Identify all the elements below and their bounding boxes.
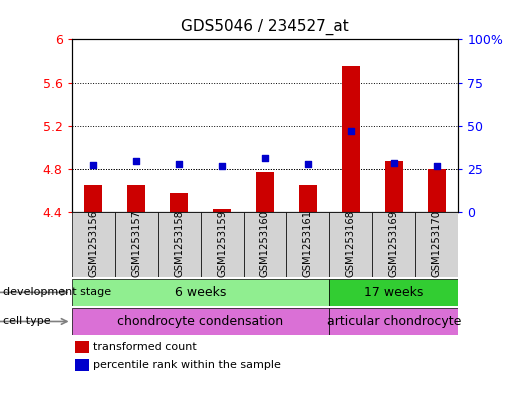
Bar	[373, 212, 416, 277]
Text: articular chondrocyte: articular chondrocyte	[327, 315, 461, 328]
Bar	[200, 212, 243, 277]
Point	[432, 163, 441, 169]
Text: GSM1253156: GSM1253156	[88, 210, 98, 277]
Text: GSM1253159: GSM1253159	[217, 210, 227, 277]
Bar	[287, 212, 330, 277]
Bar	[416, 212, 458, 277]
Bar	[257, 172, 273, 212]
Text: development stage: development stage	[3, 287, 111, 298]
Bar	[330, 308, 458, 335]
Text: chondrocyte condensation: chondrocyte condensation	[118, 315, 284, 328]
Bar	[114, 212, 157, 277]
Title: GDS5046 / 234527_at: GDS5046 / 234527_at	[181, 19, 349, 35]
Bar	[214, 209, 231, 212]
Point	[261, 155, 269, 161]
Bar	[330, 212, 373, 277]
Point	[89, 162, 98, 168]
Text: GSM1253157: GSM1253157	[131, 210, 141, 277]
Bar	[157, 212, 200, 277]
Point	[304, 160, 312, 167]
Text: GSM1253158: GSM1253158	[174, 210, 184, 277]
Bar	[72, 212, 114, 277]
Bar	[127, 185, 145, 212]
Text: GSM1253170: GSM1253170	[432, 210, 442, 277]
Bar	[428, 169, 446, 212]
Bar	[72, 308, 330, 335]
Bar	[299, 185, 316, 212]
Point	[175, 160, 183, 167]
Text: GSM1253161: GSM1253161	[303, 210, 313, 277]
Bar	[75, 359, 89, 371]
Point	[218, 163, 226, 169]
Bar	[72, 279, 330, 306]
Point	[347, 128, 355, 134]
Bar	[84, 185, 102, 212]
Bar	[385, 162, 403, 212]
Text: GSM1253160: GSM1253160	[260, 210, 270, 277]
Text: percentile rank within the sample: percentile rank within the sample	[93, 360, 281, 370]
Bar	[243, 212, 287, 277]
Bar	[75, 341, 89, 353]
Text: 17 weeks: 17 weeks	[364, 286, 423, 299]
Text: 6 weeks: 6 weeks	[175, 286, 226, 299]
Bar	[342, 66, 359, 212]
Text: GSM1253169: GSM1253169	[389, 210, 399, 277]
Text: GSM1253168: GSM1253168	[346, 210, 356, 277]
Text: cell type: cell type	[3, 316, 50, 327]
Bar	[330, 279, 458, 306]
Point	[132, 158, 140, 165]
Text: transformed count: transformed count	[93, 342, 197, 352]
Bar	[171, 193, 188, 212]
Point	[390, 160, 398, 166]
